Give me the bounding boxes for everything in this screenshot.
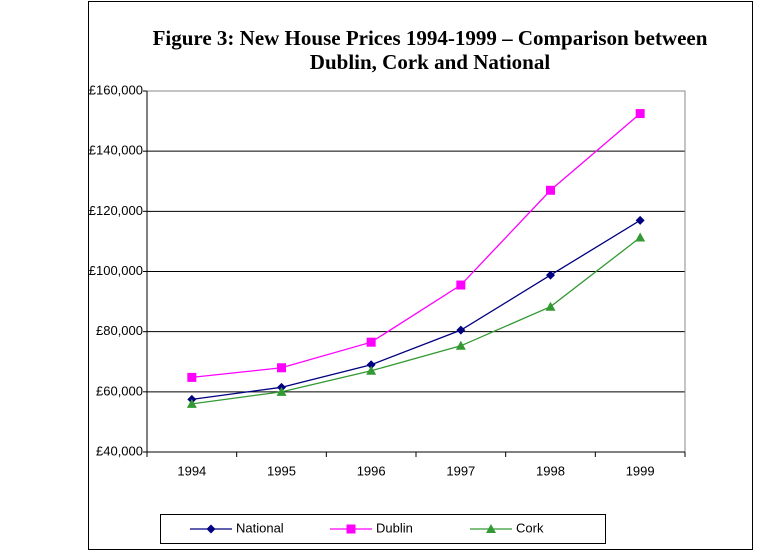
marker bbox=[635, 109, 645, 119]
marker bbox=[276, 386, 287, 396]
series-line bbox=[191, 113, 641, 379]
marker bbox=[206, 524, 216, 534]
x-tick-label: 1994 bbox=[177, 463, 206, 478]
legend-label: Cork bbox=[516, 520, 544, 535]
marker bbox=[546, 185, 555, 195]
marker bbox=[366, 337, 376, 347]
marker bbox=[486, 524, 496, 533]
y-tick-label: £60,000 bbox=[96, 383, 143, 398]
marker bbox=[546, 270, 555, 280]
marker bbox=[545, 301, 556, 311]
marker bbox=[635, 215, 645, 225]
x-tick-label: 1998 bbox=[536, 463, 565, 478]
chart-title: Dublin, Cork and National bbox=[310, 50, 551, 74]
x-tick-label: 1995 bbox=[267, 463, 296, 478]
chart-frame bbox=[88, 1, 753, 550]
marker bbox=[346, 524, 356, 534]
y-tick-label: £120,000 bbox=[89, 203, 143, 218]
series-line bbox=[191, 236, 641, 405]
marker bbox=[186, 398, 197, 408]
x-tick-label: 1997 bbox=[446, 463, 475, 478]
y-tick-label: £140,000 bbox=[89, 143, 143, 158]
marker bbox=[366, 360, 376, 370]
legend-label: Dublin bbox=[376, 520, 413, 535]
x-tick-label: 1996 bbox=[357, 463, 386, 478]
marker bbox=[635, 232, 646, 242]
marker bbox=[456, 325, 466, 335]
y-tick-label: £40,000 bbox=[96, 443, 143, 458]
y-tick-label: £160,000 bbox=[89, 82, 143, 97]
y-tick-label: £100,000 bbox=[89, 263, 143, 278]
y-tick-label: £80,000 bbox=[96, 323, 143, 338]
series-line bbox=[191, 219, 641, 400]
marker bbox=[366, 365, 377, 375]
chart-title: Figure 3: New House Prices 1994-1999 – C… bbox=[153, 26, 708, 50]
legend bbox=[160, 514, 606, 544]
marker bbox=[455, 340, 466, 350]
marker bbox=[277, 363, 286, 373]
marker bbox=[187, 372, 197, 382]
marker bbox=[456, 280, 466, 290]
legend-label: National bbox=[236, 520, 284, 535]
x-tick-label: 1999 bbox=[626, 463, 655, 478]
